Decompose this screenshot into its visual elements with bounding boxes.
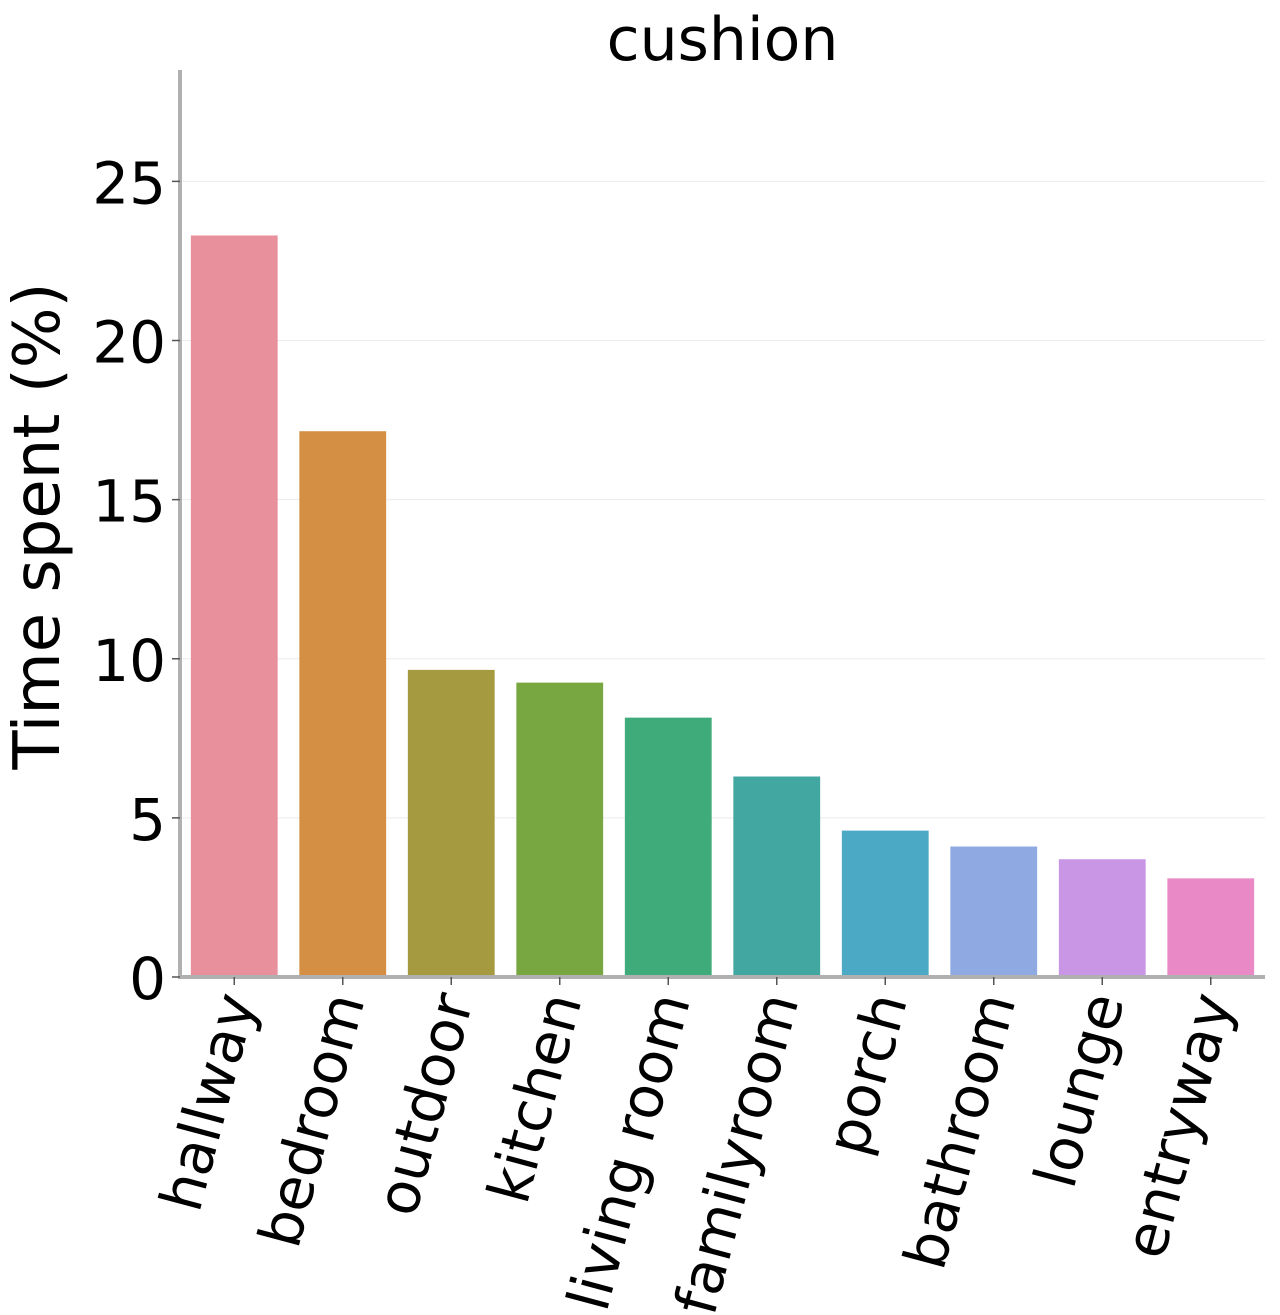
- bar-bedroom: [299, 431, 387, 978]
- y-ticks: 0 5 10 15 20 25: [92, 149, 180, 1013]
- y-tick-label: 5: [129, 786, 166, 854]
- bar-lounge: [1058, 859, 1146, 977]
- bar-living-room: [624, 717, 712, 977]
- bar-entryway: [1167, 878, 1255, 977]
- x-tick-label: bedroom: [245, 986, 378, 1254]
- x-tick-label: porch: [813, 986, 921, 1162]
- y-tick-label: 10: [92, 627, 166, 695]
- y-tick-label: 25: [92, 149, 166, 217]
- bars: [190, 235, 1255, 978]
- x-tick-label: outdoor: [362, 986, 486, 1223]
- bar-bathroom: [950, 846, 1038, 977]
- bar-kitchen: [516, 682, 604, 977]
- bar-porch: [841, 830, 929, 977]
- bar-outdoor: [407, 669, 495, 977]
- x-tick-label: hallway: [147, 986, 270, 1218]
- y-tick-label: 15: [92, 468, 166, 536]
- x-tick-label: lounge: [1021, 986, 1138, 1194]
- y-tick-label: 0: [129, 945, 166, 1013]
- x-tick-label: kitchen: [474, 986, 595, 1210]
- bar-hallway: [190, 235, 278, 977]
- axes: [178, 70, 1265, 979]
- chart-title: cushion: [606, 5, 839, 75]
- bar-familyroom: [733, 776, 821, 977]
- y-tick-label: 20: [92, 309, 166, 377]
